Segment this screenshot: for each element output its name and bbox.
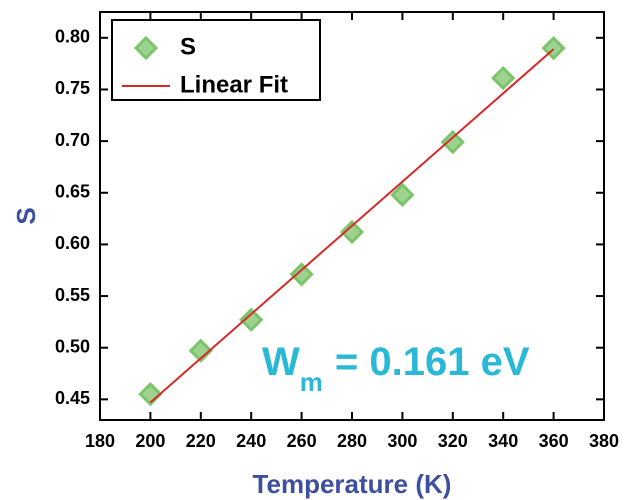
y-tick-label: 0.80: [55, 27, 90, 47]
y-tick-label: 0.50: [55, 336, 90, 356]
x-tick-label: 220: [186, 431, 216, 451]
x-tick-label: 380: [589, 431, 619, 451]
y-axis-label: S: [11, 207, 41, 224]
fit-line: [149, 48, 555, 404]
y-tick-label: 0.70: [55, 130, 90, 150]
y-tick-label: 0.60: [55, 233, 90, 253]
x-tick-label: 340: [488, 431, 518, 451]
marker: [339, 219, 365, 245]
marker: [239, 307, 264, 332]
annotation-sub: m: [300, 367, 323, 397]
annotation: Wm = 0.161 eV: [262, 340, 530, 397]
annotation-main: W: [262, 340, 300, 384]
x-tick-label: 320: [438, 431, 468, 451]
marker: [289, 262, 314, 287]
x-tick-label: 260: [287, 431, 317, 451]
x-tick-label: 360: [539, 431, 569, 451]
x-tick-label: 280: [337, 431, 367, 451]
y-tick-label: 0.55: [55, 285, 90, 305]
x-axis-label: Temperature (K): [253, 469, 452, 499]
annotation-rest: = 0.161 eV: [335, 340, 530, 384]
x-tick-label: 180: [85, 431, 115, 451]
y-tick-label: 0.75: [55, 78, 90, 98]
marker: [390, 182, 415, 207]
x-tick-label: 300: [387, 431, 417, 451]
marker: [440, 130, 465, 155]
legend-label: Linear Fit: [180, 71, 288, 98]
y-tick-label: 0.45: [55, 388, 90, 408]
marker: [188, 338, 213, 363]
marker: [491, 65, 516, 91]
x-tick-label: 200: [135, 431, 165, 451]
y-tick-label: 0.65: [55, 182, 90, 202]
legend-label: S: [180, 33, 196, 60]
legend-marker: [133, 35, 159, 61]
x-tick-label: 240: [236, 431, 266, 451]
